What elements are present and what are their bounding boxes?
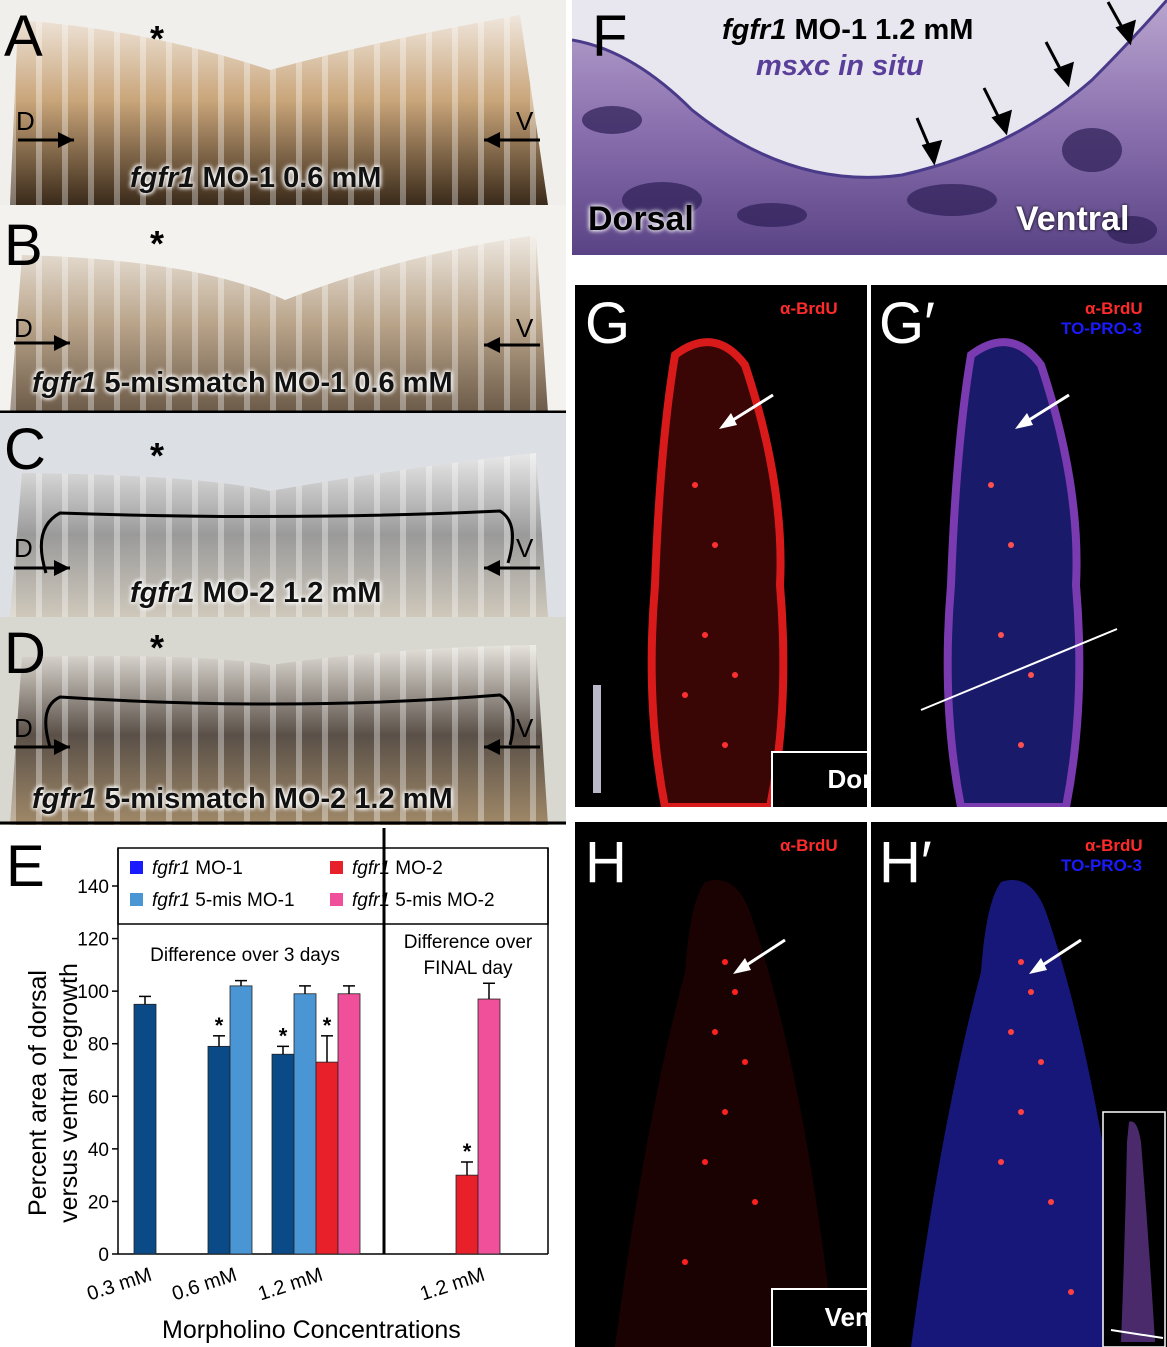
panel-letter: H′ — [879, 830, 932, 895]
panel-a: A * D V fgfr1 MO-1 0.6 mM — [0, 0, 566, 205]
panel-letter: G′ — [879, 291, 935, 356]
x-tick-label: 0.3 mM — [84, 1264, 154, 1306]
regrowth-bar-chart: 0 20 40 60 80 100 120 140 fgfr1 MO-1 fgfr1 MO-2 fg… — [77, 828, 549, 1306]
dorsal-box: Dorsal — [771, 751, 867, 807]
asterisk: * — [150, 435, 165, 476]
asterisk: * — [150, 18, 165, 59]
y-tick-label: 40 — [88, 1140, 109, 1161]
y-tick-label: 80 — [88, 1035, 109, 1056]
asterisk: * — [150, 627, 165, 668]
panel-letter: D — [4, 621, 46, 686]
annotation-final-day: FINAL day — [423, 958, 513, 979]
panel-letter: F — [592, 4, 628, 69]
ventral-box: Ventral — [771, 1288, 867, 1347]
panel-h: H α-BrdU Ventral — [575, 822, 867, 1347]
dorsal-label: Dorsal — [588, 200, 694, 238]
brdu-topro-image-h — [911, 880, 1166, 1347]
panel-d-label: fgfr1 5-mismatch MO-2 1.2 mM — [32, 783, 453, 815]
x-axis-label: Morpholino Concentrations — [162, 1316, 461, 1344]
panel-d: D * D V fgfr1 5-mismatch MO-2 1.2 mM — [0, 617, 566, 825]
dorsal-marker: D — [14, 713, 33, 743]
legend-label: fgfr1 MO-2 — [352, 858, 443, 879]
asterisk: * — [150, 223, 165, 264]
significance-asterisk: * — [463, 1139, 472, 1164]
legend-label: fgfr1 MO-1 — [152, 858, 243, 879]
panel-h-prime: H′ α-BrdU TO-PRO-3 — [871, 822, 1167, 1347]
fin-image-c — [10, 453, 548, 617]
panel-letter: H — [585, 830, 627, 895]
panel-b: B * D V fgfr1 5-mismatch MO-1 0.6 mM — [0, 205, 566, 413]
y-tick-label: 120 — [77, 930, 109, 951]
y-tick-label: 100 — [77, 982, 109, 1003]
panel-g-prime: G′ α-BrdU TO-PRO-3 — [871, 285, 1167, 807]
fin-image-b — [0, 235, 566, 413]
y-tick-label: 140 — [77, 877, 109, 898]
panel-a-label: fgfr1 MO-1 0.6 mM — [130, 162, 382, 194]
brdu-image-h — [615, 880, 835, 1347]
bar — [337, 993, 361, 1255]
brdu-image-g — [593, 338, 788, 807]
panel-e-chart: E 0 20 40 60 80 100 120 140 fgfr1 MO-1 fgfr1 MO-2… — [0, 828, 566, 1347]
brdu-topro-image-g — [920, 338, 1118, 807]
panel-letter: B — [4, 213, 43, 278]
panel-letter: A — [4, 4, 43, 69]
panel-letter: E — [6, 834, 45, 899]
panel-c-label: fgfr1 MO-2 1.2 mM — [130, 577, 382, 609]
legend-label: fgfr1 5-mis MO-1 — [152, 890, 295, 911]
fin-image-a — [10, 15, 548, 205]
topro-label: TO-PRO-3 — [1061, 319, 1142, 338]
bar — [293, 993, 317, 1255]
panel-f: F fgfr1 MO-1 1.2 mM msxc in situ Dorsal … — [572, 0, 1167, 255]
panel-f-title: fgfr1 MO-1 1.2 mM — [722, 14, 974, 46]
bar — [315, 1061, 339, 1255]
topro-label: TO-PRO-3 — [1061, 856, 1142, 875]
y-tick-label: 0 — [98, 1245, 109, 1266]
brdu-label: α-BrdU — [780, 299, 838, 318]
legend-swatch — [330, 861, 343, 874]
legend-swatch — [330, 893, 343, 906]
panel-c: C * D V fgfr1 MO-2 1.2 mM — [0, 413, 566, 617]
dorsal-marker: D — [14, 313, 33, 343]
panel-letter: G — [585, 291, 631, 356]
ventral-marker: V — [516, 533, 534, 563]
bar — [271, 1053, 295, 1255]
x-tick-label: 1.2 mM — [417, 1264, 487, 1306]
significance-asterisk: * — [279, 1023, 288, 1048]
panel-f-subtitle: msxc in situ — [756, 50, 924, 82]
bar — [229, 985, 253, 1255]
panel-g: G α-BrdU Dorsal — [575, 285, 867, 807]
annotation-three-days: Difference over 3 days — [150, 945, 340, 966]
x-tick-label: 1.2 mM — [255, 1264, 325, 1306]
y-tick-label: 20 — [88, 1192, 109, 1213]
legend-label: fgfr1 5-mis MO-2 — [352, 890, 495, 911]
ventral-marker: V — [516, 713, 534, 743]
annotation-final-day: Difference over — [404, 932, 533, 953]
ventral-label: Ventral — [1016, 200, 1130, 238]
in-situ-image-f — [572, 0, 1167, 255]
brdu-label: α-BrdU — [1085, 836, 1143, 855]
dorsal-marker: D — [14, 533, 33, 563]
legend-swatch — [130, 861, 143, 874]
panel-b-label: fgfr1 5-mismatch MO-1 0.6 mM — [32, 367, 453, 399]
legend-swatch — [130, 893, 143, 906]
fin-image-d — [0, 645, 566, 825]
significance-asterisk: * — [323, 1013, 332, 1038]
bar — [207, 1045, 231, 1255]
significance-asterisk: * — [215, 1013, 224, 1038]
x-tick-label: 0.6 mM — [169, 1264, 239, 1306]
panel-letter: C — [4, 417, 46, 482]
y-tick-label: 60 — [88, 1087, 109, 1108]
dorsal-marker: D — [16, 106, 35, 136]
bar — [477, 998, 501, 1255]
bar — [133, 1003, 157, 1255]
legend-box — [117, 847, 549, 925]
y-axis-label: Percent area of dorsal versus ventral re… — [24, 963, 83, 1223]
bar — [455, 1174, 479, 1255]
ventral-marker: V — [516, 106, 534, 136]
brdu-label: α-BrdU — [780, 836, 838, 855]
ventral-marker: V — [516, 313, 534, 343]
brdu-label: α-BrdU — [1085, 299, 1143, 318]
